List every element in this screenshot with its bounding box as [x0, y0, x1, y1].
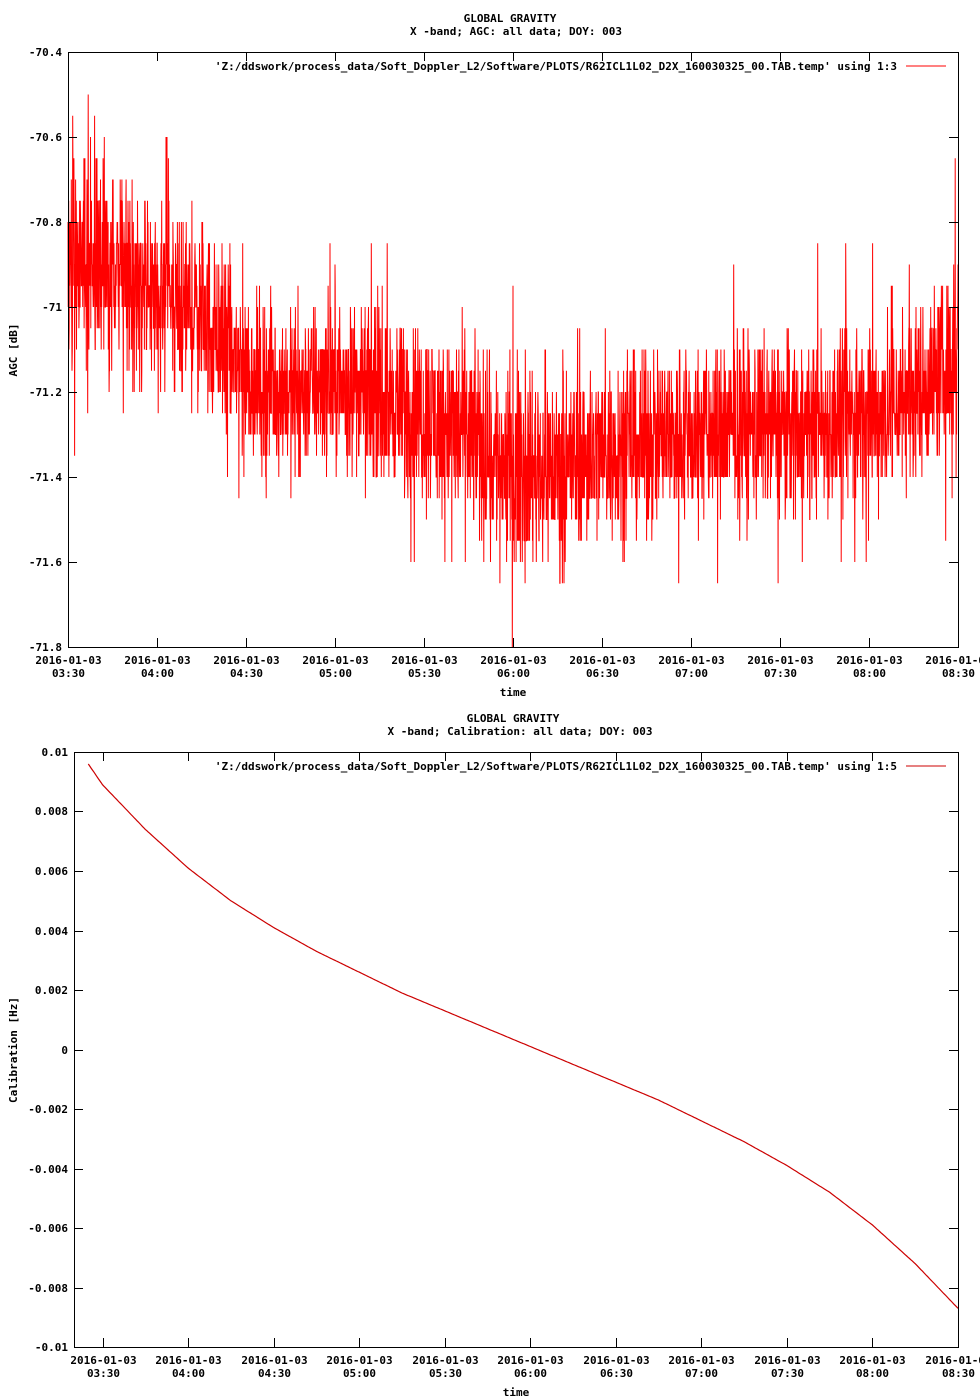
- x-tick-date-label: 2016-01-03: [70, 1354, 136, 1367]
- x-tick-time-label: 04:30: [258, 1367, 291, 1380]
- x-tick-time-label: 07:30: [764, 667, 797, 680]
- chart-agc-series: [67, 94, 959, 648]
- x-tick-time-label: 04:00: [172, 1367, 205, 1380]
- x-tick-time-label: 08:30: [942, 667, 975, 680]
- x-tick-date-label: 2016-01-03: [839, 1354, 905, 1367]
- x-tick-time-label: 08:30: [942, 1367, 975, 1380]
- x-tick-date-label: 2016-01-03: [326, 1354, 392, 1367]
- chart-cal-subtitle: X -band; Calibration: all data; DOY: 003: [388, 725, 653, 738]
- y-tick-label: -70.8: [29, 216, 62, 229]
- chart-agc-subtitle: X -band; AGC: all data; DOY: 003: [410, 25, 622, 38]
- x-tick-time-label: 07:00: [685, 1367, 718, 1380]
- chart-agc-x-label: time: [500, 686, 527, 699]
- chart-agc-x-axis: 2016-01-0303:302016-01-0304:002016-01-03…: [35, 52, 980, 680]
- x-tick-time-label: 03:30: [87, 1367, 120, 1380]
- x-tick-time-label: 05:30: [408, 667, 441, 680]
- x-tick-date-label: 2016-01-03: [925, 654, 980, 667]
- x-tick-time-label: 05:30: [429, 1367, 462, 1380]
- y-tick-label: -0.008: [28, 1282, 68, 1295]
- x-tick-time-label: 05:00: [319, 667, 352, 680]
- x-tick-date-label: 2016-01-03: [412, 1354, 478, 1367]
- y-tick-label: 0.006: [35, 865, 68, 878]
- y-tick-label: -0.002: [28, 1103, 68, 1116]
- y-tick-label: -71: [42, 301, 62, 314]
- chart-agc-legend-text: 'Z:/ddswork/process_data/Soft_Doppler_L2…: [215, 60, 897, 73]
- chart-cal-x-axis: 2016-01-0303:302016-01-0304:002016-01-03…: [70, 752, 980, 1380]
- x-tick-date-label: 2016-01-03: [302, 654, 368, 667]
- x-tick-time-label: 04:00: [141, 667, 174, 680]
- x-tick-date-label: 2016-01-03: [925, 1354, 980, 1367]
- x-tick-time-label: 07:00: [675, 667, 708, 680]
- chart-cal-frame: [74, 752, 959, 1348]
- x-tick-time-label: 08:00: [856, 1367, 889, 1380]
- y-tick-label: -71.8: [29, 641, 62, 654]
- x-tick-time-label: 06:30: [600, 1367, 633, 1380]
- x-tick-time-label: 03:30: [52, 667, 85, 680]
- chart-calibration: GLOBAL GRAVITY X -band; Calibration: all…: [7, 712, 980, 1399]
- calibration-series-line: [87, 763, 959, 1309]
- y-tick-label: -71.6: [29, 556, 62, 569]
- y-tick-label: -71.4: [29, 471, 62, 484]
- chart-cal-y-label: Calibration [Hz]: [7, 997, 20, 1103]
- agc-series-line: [67, 94, 959, 648]
- x-tick-time-label: 05:00: [343, 1367, 376, 1380]
- chart-agc-y-axis: -70.4 -70.6 -70.8 -71 -71.2 -71.4 -71.6 -71.8: [29, 46, 958, 654]
- chart-cal-legend-text: 'Z:/ddswork/process_data/Soft_Doppler_L2…: [215, 760, 897, 773]
- y-tick-label: 0.004: [35, 925, 68, 938]
- x-tick-date-label: 2016-01-03: [155, 1354, 221, 1367]
- x-tick-date-label: 2016-01-03: [35, 654, 101, 667]
- y-tick-label: 0: [61, 1044, 68, 1057]
- x-tick-date-label: 2016-01-03: [668, 1354, 734, 1367]
- y-tick-label: -71.2: [29, 386, 62, 399]
- x-tick-date-label: 2016-01-03: [480, 654, 546, 667]
- x-tick-date-label: 2016-01-03: [391, 654, 457, 667]
- chart-cal-x-label: time: [503, 1386, 530, 1399]
- y-tick-label: 0.008: [35, 805, 68, 818]
- y-tick-label: 0.01: [42, 746, 69, 759]
- x-tick-date-label: 2016-01-03: [241, 1354, 307, 1367]
- x-tick-date-label: 2016-01-03: [836, 654, 902, 667]
- x-tick-date-label: 2016-01-03: [497, 1354, 563, 1367]
- x-tick-date-label: 2016-01-03: [658, 654, 724, 667]
- chart-cal-series: [87, 763, 959, 1309]
- x-tick-date-label: 2016-01-03: [569, 654, 635, 667]
- x-tick-time-label: 06:00: [497, 667, 530, 680]
- chart-agc-y-label: AGC [dB]: [7, 324, 20, 377]
- y-tick-label: -0.004: [28, 1163, 68, 1176]
- x-tick-date-label: 2016-01-03: [583, 1354, 649, 1367]
- x-tick-date-label: 2016-01-03: [747, 654, 813, 667]
- y-tick-label: -0.01: [35, 1341, 68, 1354]
- y-tick-label: -70.4: [29, 46, 62, 59]
- x-tick-time-label: 06:00: [514, 1367, 547, 1380]
- chart-agc: GLOBAL GRAVITY X -band; AGC: all data; D…: [7, 12, 980, 699]
- chart-cal-y-axis: 0.01 0.008 0.006 0.004 0.002 0 -0.002 -0.004 -0.…: [28, 746, 958, 1354]
- x-tick-time-label: 07:30: [771, 1367, 804, 1380]
- y-tick-label: 0.002: [35, 984, 68, 997]
- chart-agc-title: GLOBAL GRAVITY: [464, 12, 557, 25]
- x-tick-date-label: 2016-01-03: [124, 654, 190, 667]
- x-tick-date-label: 2016-01-03: [754, 1354, 820, 1367]
- chart-cal-title: GLOBAL GRAVITY: [467, 712, 560, 725]
- x-tick-time-label: 04:30: [230, 667, 263, 680]
- y-tick-label: -0.006: [28, 1222, 68, 1235]
- x-tick-date-label: 2016-01-03: [213, 654, 279, 667]
- x-tick-time-label: 06:30: [586, 667, 619, 680]
- y-tick-label: -70.6: [29, 131, 62, 144]
- x-tick-time-label: 08:00: [853, 667, 886, 680]
